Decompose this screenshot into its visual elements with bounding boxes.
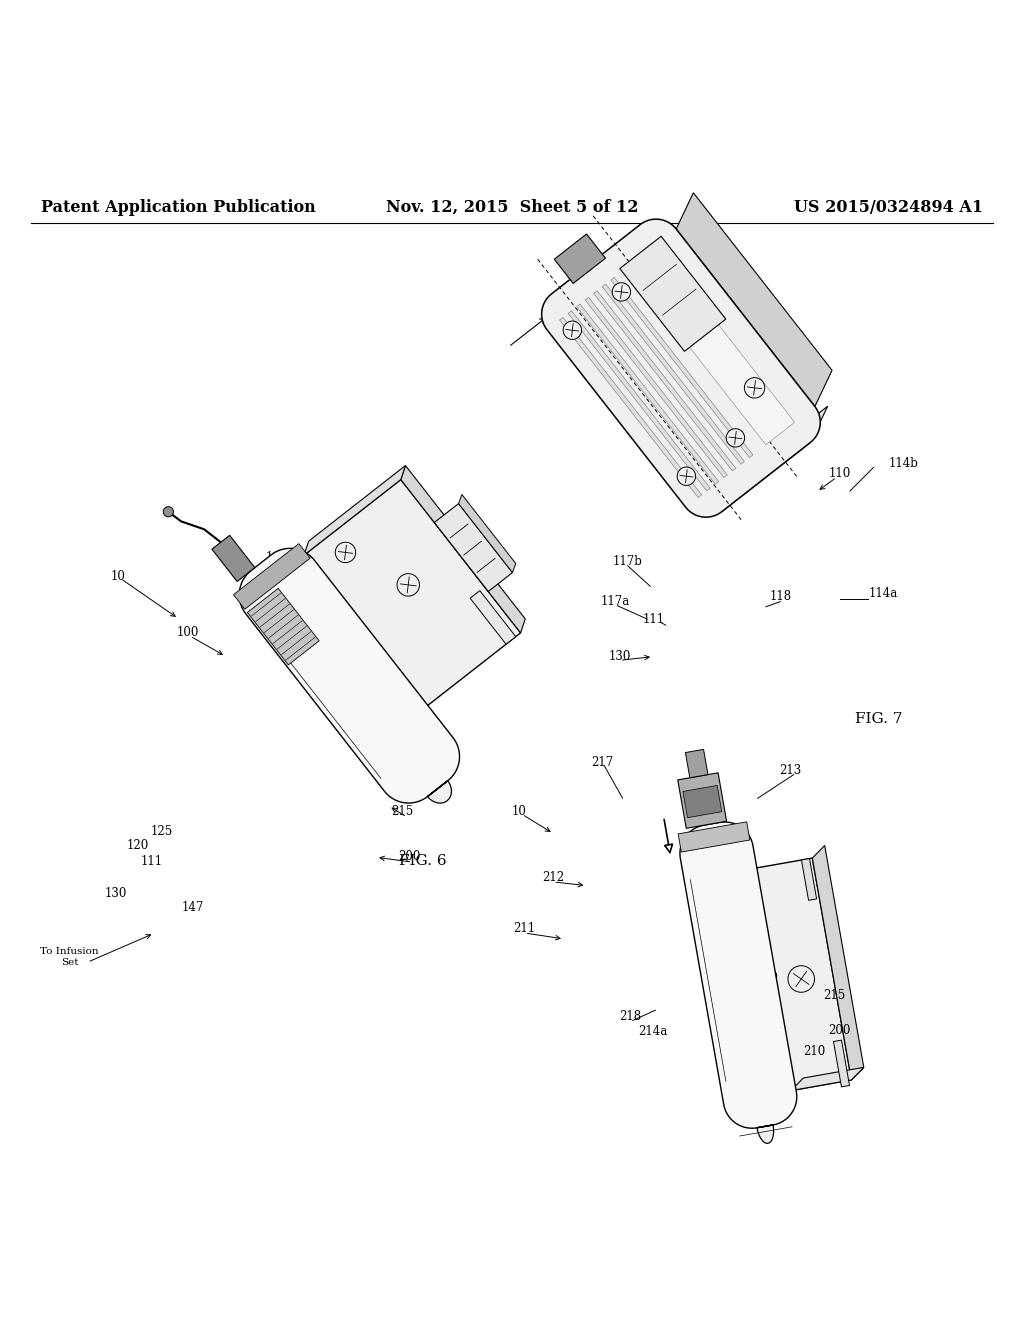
Text: US 2015/0324894 A1: US 2015/0324894 A1 (794, 199, 983, 216)
Text: 10: 10 (512, 805, 526, 818)
Polygon shape (335, 543, 355, 562)
Text: 213: 213 (779, 764, 802, 777)
Polygon shape (612, 282, 631, 301)
Text: 200: 200 (828, 1024, 851, 1038)
Text: 200: 200 (398, 850, 421, 863)
Text: 216: 216 (412, 784, 434, 796)
Polygon shape (744, 378, 765, 399)
Text: 130: 130 (104, 887, 127, 900)
Polygon shape (752, 858, 852, 1090)
Polygon shape (757, 1125, 773, 1143)
Polygon shape (470, 590, 516, 644)
Text: 147: 147 (181, 902, 204, 915)
Text: FIG. 6: FIG. 6 (399, 854, 446, 867)
Text: 211: 211 (513, 921, 536, 935)
Polygon shape (787, 966, 814, 993)
Polygon shape (163, 507, 173, 517)
Text: 215: 215 (823, 990, 846, 1002)
Polygon shape (685, 750, 708, 777)
Text: 212: 212 (542, 871, 564, 883)
Polygon shape (568, 310, 711, 491)
Text: 100: 100 (176, 626, 199, 639)
Polygon shape (563, 321, 582, 339)
Text: 117b: 117b (612, 556, 643, 568)
Text: 120: 120 (127, 838, 150, 851)
Polygon shape (791, 1068, 864, 1090)
Text: 100: 100 (659, 341, 682, 354)
Polygon shape (677, 467, 695, 486)
Text: 210: 210 (803, 1044, 825, 1057)
Text: 217: 217 (591, 756, 613, 768)
Polygon shape (726, 429, 744, 447)
Polygon shape (577, 304, 719, 484)
Polygon shape (594, 290, 736, 471)
Text: 118: 118 (769, 590, 792, 603)
Polygon shape (428, 780, 452, 803)
Polygon shape (812, 846, 864, 1080)
Polygon shape (459, 495, 516, 573)
Polygon shape (602, 284, 744, 465)
Text: FIG. 7: FIG. 7 (855, 713, 902, 726)
Text: 214a: 214a (639, 1026, 668, 1039)
Polygon shape (434, 503, 512, 591)
Text: 110: 110 (265, 552, 288, 564)
Polygon shape (304, 466, 406, 556)
Text: 114b: 114b (889, 457, 919, 470)
Text: 111: 111 (642, 612, 665, 626)
Polygon shape (678, 772, 727, 829)
Polygon shape (240, 548, 460, 803)
Polygon shape (248, 589, 319, 665)
Polygon shape (212, 536, 255, 582)
Polygon shape (304, 479, 520, 709)
Text: 215: 215 (391, 805, 414, 818)
Text: 110: 110 (828, 467, 851, 480)
Text: Patent Application Publication: Patent Application Publication (41, 199, 315, 216)
Polygon shape (400, 466, 525, 632)
Polygon shape (233, 544, 310, 610)
Polygon shape (683, 785, 722, 817)
Polygon shape (722, 407, 827, 512)
Polygon shape (610, 277, 753, 458)
Polygon shape (620, 236, 726, 351)
Polygon shape (834, 1040, 850, 1086)
Polygon shape (554, 234, 605, 284)
Text: 130: 130 (608, 651, 631, 664)
Text: Nov. 12, 2015  Sheet 5 of 12: Nov. 12, 2015 Sheet 5 of 12 (386, 199, 638, 216)
Polygon shape (397, 574, 420, 597)
Polygon shape (559, 317, 701, 498)
Polygon shape (585, 297, 727, 478)
Text: To Infusion
Set: To Infusion Set (40, 948, 99, 966)
Polygon shape (542, 219, 820, 517)
Text: 218: 218 (618, 1010, 641, 1023)
Polygon shape (627, 244, 795, 445)
Polygon shape (680, 822, 797, 1129)
Polygon shape (676, 193, 833, 407)
Text: 111: 111 (140, 855, 163, 869)
Text: 214b: 214b (748, 969, 778, 982)
Text: 117a: 117a (601, 595, 630, 609)
Text: 10: 10 (111, 569, 125, 582)
Polygon shape (678, 822, 750, 853)
Text: 114a: 114a (868, 587, 898, 599)
Polygon shape (802, 858, 816, 900)
Text: 125: 125 (151, 825, 173, 837)
